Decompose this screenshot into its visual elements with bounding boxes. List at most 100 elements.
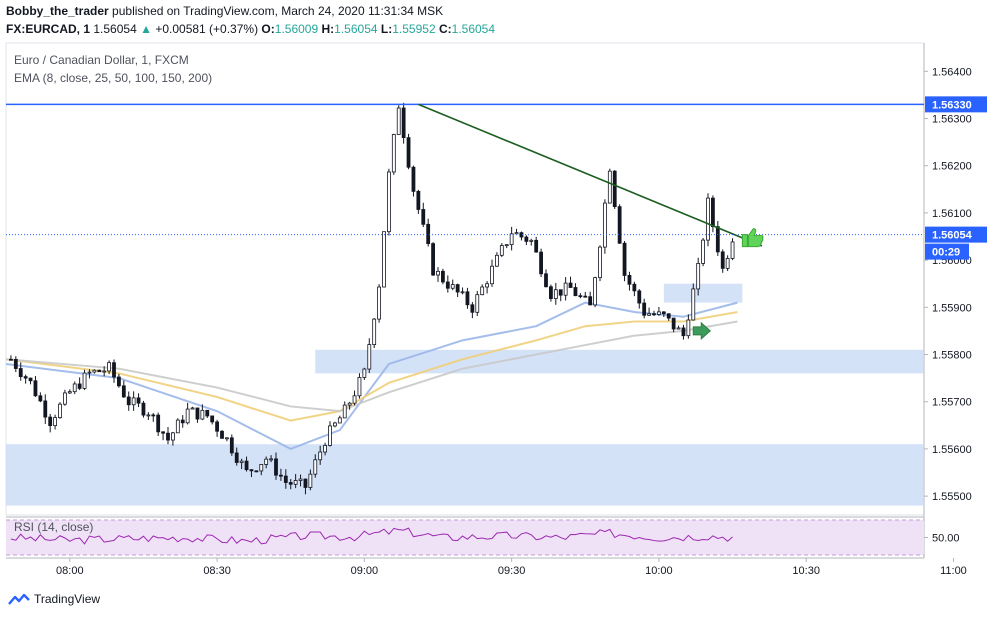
candle-body	[612, 170, 617, 208]
ema-legend[interactable]: EMA (8, close, 25, 50, 100, 150, 200)	[14, 71, 213, 85]
candle-body	[58, 403, 62, 419]
y-tick-label: 1.55500	[932, 491, 972, 503]
candle-body	[249, 469, 254, 472]
y-tick-label: 1.55700	[932, 397, 972, 409]
candle-body	[82, 372, 87, 389]
candle-body	[563, 282, 568, 296]
candle-body	[38, 395, 43, 402]
candle-body	[450, 284, 455, 289]
y-tick-label: 1.55800	[932, 350, 972, 362]
rsi-legend[interactable]: RSI (14, close)	[14, 520, 94, 534]
candle-body	[603, 202, 607, 248]
candle-body	[465, 291, 470, 306]
countdown-label: 00:29	[932, 247, 960, 259]
footer-brand[interactable]: TradingView	[34, 592, 101, 606]
candle-body	[229, 437, 234, 454]
candle-body	[151, 414, 156, 417]
candle-body	[239, 460, 244, 463]
candle-body	[97, 369, 102, 373]
candle-body	[377, 286, 381, 320]
y-tick-label: 1.55900	[932, 302, 972, 314]
candle-body	[637, 290, 642, 304]
candle-body	[391, 134, 396, 173]
candle-body	[627, 275, 632, 285]
resistance-price-label: 1.56330	[932, 99, 972, 111]
candle-body	[195, 407, 200, 420]
support-zone-2	[663, 283, 743, 303]
candle-body	[588, 296, 593, 306]
instrument-legend[interactable]: Euro / Canadian Dollar, 1, FXCM	[14, 53, 189, 67]
published-text: published on TradingView.com, March 24, …	[112, 4, 444, 18]
candle-body	[666, 313, 671, 319]
candle-body	[495, 254, 499, 267]
candle-body	[347, 402, 352, 406]
candle-body	[671, 317, 676, 330]
low-value: 1.55952	[392, 22, 436, 36]
candle-body	[514, 232, 519, 235]
candle-body	[480, 286, 485, 296]
candle-body	[362, 368, 367, 378]
last-price-tag	[925, 226, 987, 243]
candle-body	[225, 437, 229, 440]
candle-body	[445, 281, 450, 289]
candle-body	[657, 311, 661, 315]
last-price-tag-label: 1.56054	[932, 230, 973, 242]
candle-body	[190, 407, 195, 410]
candle-body	[568, 282, 573, 288]
candle-body	[607, 170, 612, 204]
candle-body	[647, 313, 651, 316]
candle-body	[298, 478, 303, 481]
candle-body	[161, 431, 165, 434]
candle-body	[87, 371, 92, 374]
candle-body	[578, 295, 583, 298]
low-label: L:	[380, 22, 393, 36]
x-tick-label: 08:30	[203, 565, 231, 577]
candle-body	[490, 265, 494, 285]
candle-body	[269, 458, 273, 461]
candle-body	[426, 223, 431, 245]
candle-body	[126, 396, 131, 406]
author-name[interactable]: Bobby_the_trader	[6, 4, 109, 18]
x-tick-label: 08:00	[56, 565, 84, 577]
candle-body	[313, 459, 318, 475]
candle-body	[352, 395, 357, 404]
candle-body	[720, 251, 725, 269]
candle-body	[264, 458, 269, 465]
candle-body	[524, 236, 529, 242]
candle-body	[279, 474, 283, 477]
open-value: 1.56009	[274, 22, 319, 36]
publish-info: Bobby_the_trader published on TradingVie…	[6, 4, 443, 18]
candle-body	[455, 284, 460, 293]
x-tick-label: 09:30	[498, 565, 526, 577]
close-label: C:	[438, 22, 452, 36]
candle-body	[156, 414, 161, 433]
candle-body	[234, 452, 239, 463]
x-tick-label: 09:00	[351, 565, 379, 577]
close-value: 1.56054	[451, 22, 496, 36]
candle-body	[715, 226, 720, 253]
candle-body	[642, 302, 647, 316]
candle-body	[308, 473, 313, 488]
candle-body	[337, 417, 342, 424]
candle-body	[53, 417, 57, 427]
candle-body	[686, 319, 691, 337]
candle-body	[676, 327, 681, 330]
high-label: H:	[321, 22, 335, 36]
candle-body	[117, 376, 121, 387]
candle-body	[185, 408, 190, 424]
x-tick-label: 10:00	[645, 565, 673, 577]
candle-body	[558, 289, 563, 296]
candle-body	[617, 206, 622, 244]
candle-body	[534, 239, 539, 253]
x-tick-label: 10:30	[792, 565, 820, 577]
candle-body	[131, 397, 136, 406]
candle-body	[215, 421, 219, 432]
candle-body	[33, 380, 38, 397]
candle-body	[259, 464, 264, 472]
candle-body	[730, 241, 735, 259]
candle-body	[598, 246, 602, 279]
candle-body	[102, 370, 107, 373]
candle-body	[544, 273, 548, 288]
candle-body	[13, 358, 18, 369]
